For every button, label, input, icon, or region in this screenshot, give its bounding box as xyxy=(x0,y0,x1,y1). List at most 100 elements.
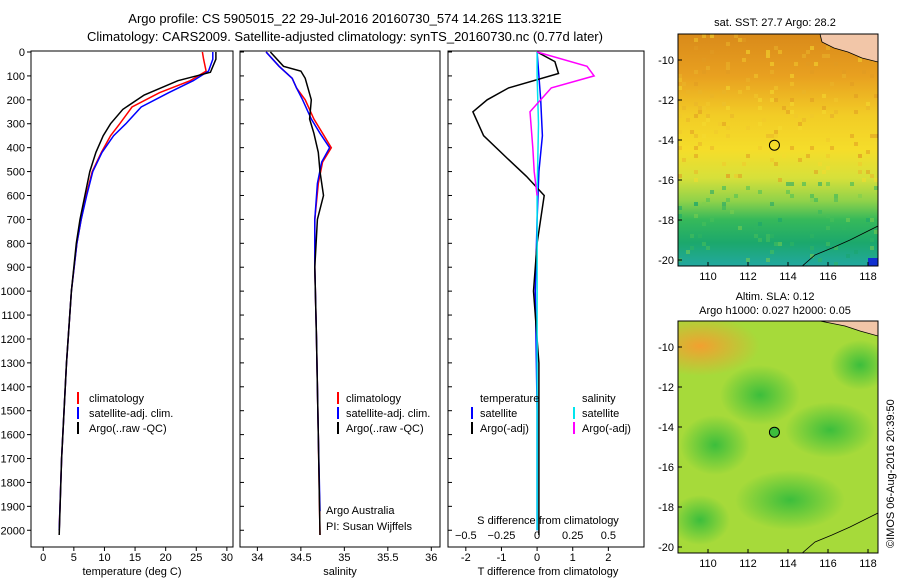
sst-pixel xyxy=(706,66,710,70)
figure-title-line2: Climatology: CARS2009. Satellite-adjuste… xyxy=(87,29,603,44)
sst-pixel xyxy=(734,194,738,198)
sst-pixel xyxy=(726,106,730,110)
sst-pixel xyxy=(722,162,726,166)
sst-pixel xyxy=(774,162,778,166)
sst-map-ticks: 110 112 114 116 118 -10 -12 -14 -16 -18 -20 xyxy=(658,55,877,283)
map-x-tick-label: 114 xyxy=(779,271,797,283)
sst-cold-patch xyxy=(868,258,878,266)
salinity-axes-box xyxy=(239,50,441,548)
sst-pixel xyxy=(694,82,698,86)
depth-tick-label: 200 xyxy=(7,95,25,107)
sst-pixel xyxy=(758,146,762,150)
sst-pixel xyxy=(726,134,730,138)
sst-pixel xyxy=(770,90,774,94)
sst-pixel xyxy=(834,98,838,102)
sst-pixel xyxy=(678,146,682,150)
sst-pixel xyxy=(866,218,870,222)
sst-pixel xyxy=(874,186,878,190)
legend-label-satellite: satellite-adj. clim. xyxy=(346,408,430,420)
map-x-tick-label: 116 xyxy=(819,558,837,570)
sla-green-blob xyxy=(680,415,750,475)
sst-pixel xyxy=(686,250,690,254)
sst-pixel xyxy=(858,170,862,174)
x-tick-label: 30 xyxy=(221,552,233,564)
sst-pixel xyxy=(738,226,742,230)
figure-title-line1: Argo profile: CS 5905015_22 29-Jul-2016 … xyxy=(128,11,562,26)
sst-pixel xyxy=(690,246,694,250)
depth-tick-label: 900 xyxy=(7,262,25,274)
t-difference-ticks: -2 -1 0 1 2 xyxy=(461,547,611,564)
sla-green-blob xyxy=(830,340,878,390)
sst-pixel xyxy=(678,74,682,78)
depth-tick-label: 300 xyxy=(7,119,25,131)
sst-pixel xyxy=(822,54,826,58)
sst-pixel xyxy=(738,174,742,178)
depth-tick-label: 1300 xyxy=(1,358,25,370)
sst-pixel xyxy=(698,110,702,114)
s-tick-label: 0 xyxy=(534,530,540,542)
sst-pixel xyxy=(874,178,878,182)
sst-pixel xyxy=(810,114,814,118)
sst-pixel xyxy=(870,218,874,222)
sst-pixel xyxy=(698,234,702,238)
sst-pixel xyxy=(810,98,814,102)
temperature-legend: climatology satellite-adj. clim. Argo(..… xyxy=(77,392,173,435)
sst-pixel xyxy=(754,74,758,78)
depth-ticks: 0 100 200 300 400 500 600 700 800 900 1000 1100 1200… xyxy=(1,47,452,537)
series-line-argo-raw-qc- xyxy=(269,51,325,536)
sst-pixel xyxy=(770,150,774,154)
x-tick-label: 15 xyxy=(129,552,141,564)
sst-pixel xyxy=(694,102,698,106)
argo-position-marker xyxy=(768,139,780,151)
sst-pixel xyxy=(802,54,806,58)
series-line-satellite-adj-clim- xyxy=(58,52,214,531)
sst-pixel xyxy=(818,210,822,214)
argo-position-marker xyxy=(768,426,780,438)
sst-pixel xyxy=(710,146,714,150)
temperature-axes-box xyxy=(30,50,234,548)
series-line-s-argo-adj- xyxy=(529,51,596,196)
sst-pixel xyxy=(790,102,794,106)
salinity-series xyxy=(265,51,333,536)
sst-pixel xyxy=(870,134,874,138)
sst-pixel xyxy=(678,86,682,90)
sst-pixel xyxy=(858,162,862,166)
map-x-tick-label: 112 xyxy=(739,558,757,570)
sst-pixel xyxy=(774,242,778,246)
sst-pixel xyxy=(826,46,830,50)
sst-pixel xyxy=(858,194,862,198)
sst-pixel xyxy=(866,102,870,106)
sst-pixel xyxy=(706,118,710,122)
sla-warm-blob xyxy=(678,321,760,376)
x-tick-label: 20 xyxy=(160,552,172,564)
legend-label-climatology: climatology xyxy=(89,393,145,405)
sst-pixel xyxy=(830,114,834,118)
sst-pixel xyxy=(758,106,762,110)
sla-green-blob xyxy=(735,470,845,530)
s-tick-label: 0.5 xyxy=(601,530,616,542)
sst-pixel xyxy=(870,74,874,78)
sst-pixel xyxy=(790,110,794,114)
map-y-tick-label: -20 xyxy=(658,542,674,554)
sst-pixel xyxy=(762,118,766,122)
sst-pixel xyxy=(826,226,830,230)
sst-pixel xyxy=(870,238,874,242)
sst-pixel xyxy=(834,246,838,250)
sst-land xyxy=(819,34,878,63)
sst-pixel xyxy=(822,106,826,110)
x-tick-label: 5 xyxy=(71,552,77,564)
sst-pixel xyxy=(786,110,790,114)
sst-pixel xyxy=(722,206,726,210)
sst-pixel xyxy=(826,214,830,218)
sst-pixel xyxy=(778,50,782,54)
sst-pixel xyxy=(702,70,706,74)
sst-pixel xyxy=(714,130,718,134)
sst-pixel xyxy=(850,182,854,186)
x-tick-label: 0 xyxy=(534,552,540,564)
sst-pixel xyxy=(722,122,726,126)
legend-label-t-satellite: satellite xyxy=(480,408,517,420)
sst-pixel xyxy=(874,94,878,98)
map-x-tick-label: 114 xyxy=(779,558,797,570)
temperature-panel: 0100200300400500600700800900100011001200… xyxy=(1,47,452,578)
depth-tick-label: 1000 xyxy=(1,286,25,298)
